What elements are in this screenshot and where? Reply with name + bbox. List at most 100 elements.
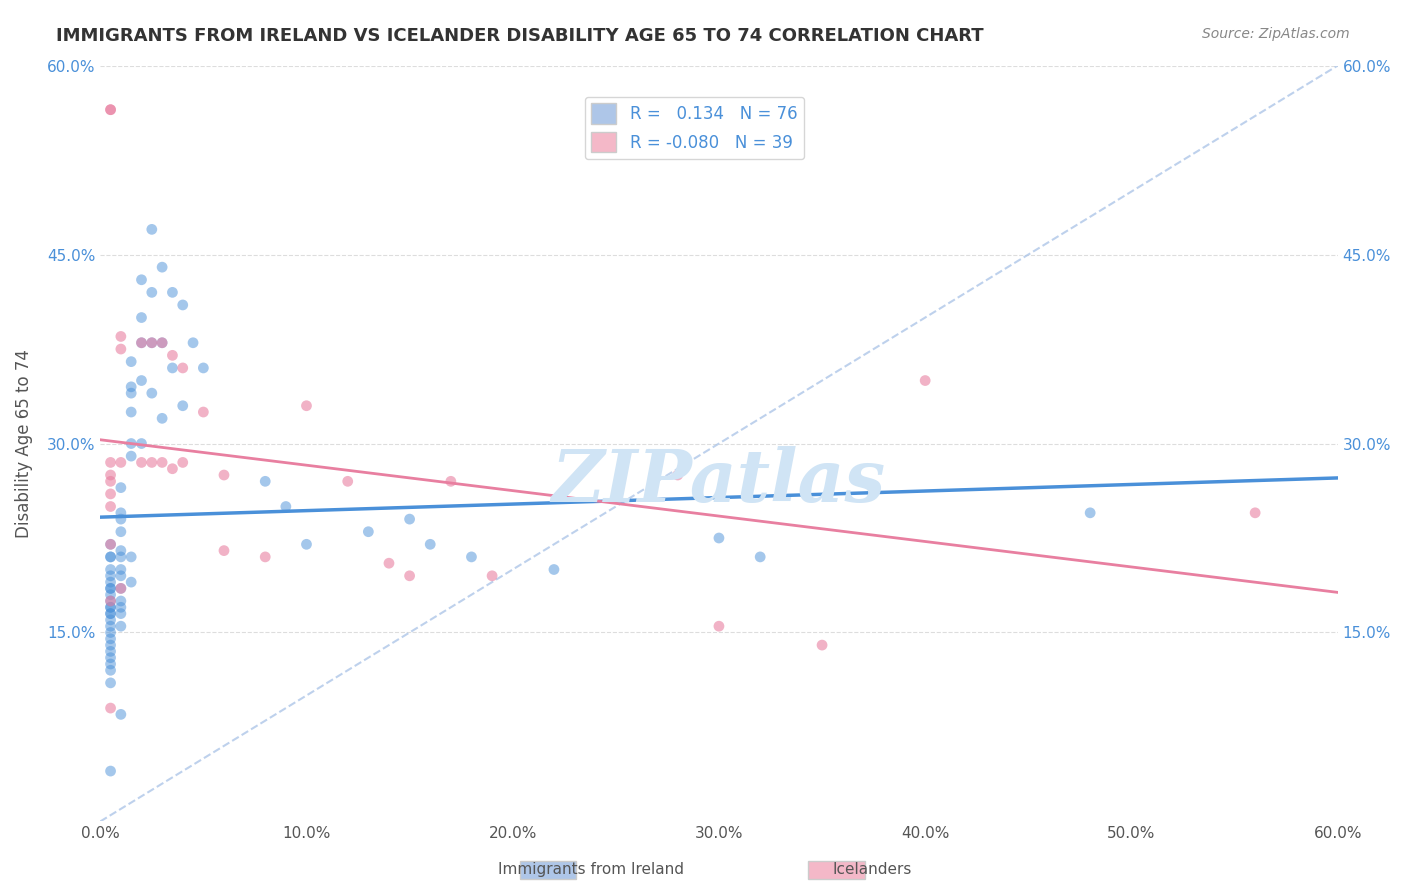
Immigrants from Ireland <box>110 549 132 564</box>
Immigrants from Ireland <box>100 569 122 583</box>
Text: ZIPatlas: ZIPatlas <box>553 446 886 516</box>
Icelanders <box>100 468 122 483</box>
Immigrants from Ireland <box>120 436 142 450</box>
Icelanders <box>440 475 463 489</box>
Immigrants from Ireland <box>110 607 132 621</box>
Icelanders <box>398 569 420 583</box>
Icelanders <box>212 468 235 483</box>
Immigrants from Ireland <box>100 575 122 590</box>
Immigrants from Ireland <box>460 549 482 564</box>
Immigrants from Ireland <box>131 335 153 350</box>
Immigrants from Ireland <box>274 500 297 514</box>
Immigrants from Ireland <box>110 594 132 608</box>
Immigrants from Ireland <box>100 600 122 615</box>
Immigrants from Ireland <box>100 613 122 627</box>
Immigrants from Ireland <box>419 537 441 551</box>
Immigrants from Ireland <box>749 549 772 564</box>
Immigrants from Ireland <box>110 506 132 520</box>
Immigrants from Ireland <box>141 285 163 300</box>
Immigrants from Ireland <box>181 335 204 350</box>
Immigrants from Ireland <box>150 411 173 425</box>
Immigrants from Ireland <box>131 436 153 450</box>
Icelanders <box>131 455 153 469</box>
Icelanders <box>172 455 194 469</box>
Icelanders <box>914 374 936 388</box>
Icelanders <box>212 543 235 558</box>
Immigrants from Ireland <box>172 298 194 312</box>
Immigrants from Ireland <box>100 657 122 671</box>
Icelanders <box>100 500 122 514</box>
Text: Immigrants from Ireland: Immigrants from Ireland <box>498 863 683 877</box>
Immigrants from Ireland <box>131 310 153 325</box>
Icelanders <box>100 537 122 551</box>
Icelanders <box>172 360 194 375</box>
Icelanders <box>100 487 122 501</box>
Immigrants from Ireland <box>100 607 122 621</box>
Icelanders <box>100 701 122 715</box>
Icelanders <box>162 348 184 362</box>
Icelanders <box>141 335 163 350</box>
Legend: R =   0.134   N = 76, R = -0.080   N = 39: R = 0.134 N = 76, R = -0.080 N = 39 <box>585 96 804 159</box>
Text: Icelanders: Icelanders <box>832 863 911 877</box>
Immigrants from Ireland <box>100 676 122 690</box>
Immigrants from Ireland <box>141 335 163 350</box>
Icelanders <box>100 475 122 489</box>
Icelanders <box>193 405 215 419</box>
Icelanders <box>110 582 132 596</box>
Immigrants from Ireland <box>110 569 132 583</box>
Immigrants from Ireland <box>162 285 184 300</box>
Immigrants from Ireland <box>100 619 122 633</box>
Icelanders <box>707 619 730 633</box>
Icelanders <box>141 455 163 469</box>
Immigrants from Ireland <box>110 707 132 722</box>
Immigrants from Ireland <box>110 600 132 615</box>
Immigrants from Ireland <box>120 354 142 368</box>
Immigrants from Ireland <box>100 663 122 677</box>
Immigrants from Ireland <box>100 562 122 576</box>
Immigrants from Ireland <box>254 475 277 489</box>
Immigrants from Ireland <box>100 650 122 665</box>
Immigrants from Ireland <box>131 374 153 388</box>
Immigrants from Ireland <box>150 335 173 350</box>
Immigrants from Ireland <box>150 260 173 275</box>
Immigrants from Ireland <box>110 619 132 633</box>
Icelanders <box>110 455 132 469</box>
Icelanders <box>150 455 173 469</box>
Icelanders <box>100 103 122 117</box>
Icelanders <box>131 335 153 350</box>
Immigrants from Ireland <box>100 537 122 551</box>
Icelanders <box>100 103 122 117</box>
Icelanders <box>162 461 184 475</box>
Immigrants from Ireland <box>100 594 122 608</box>
Immigrants from Ireland <box>120 549 142 564</box>
Immigrants from Ireland <box>100 588 122 602</box>
Text: Source: ZipAtlas.com: Source: ZipAtlas.com <box>1202 27 1350 41</box>
Immigrants from Ireland <box>543 562 565 576</box>
Immigrants from Ireland <box>1078 506 1101 520</box>
Immigrants from Ireland <box>100 582 122 596</box>
Immigrants from Ireland <box>100 582 122 596</box>
Immigrants from Ireland <box>100 625 122 640</box>
Immigrants from Ireland <box>100 600 122 615</box>
Immigrants from Ireland <box>120 405 142 419</box>
Immigrants from Ireland <box>357 524 380 539</box>
Icelanders <box>1244 506 1267 520</box>
Immigrants from Ireland <box>100 549 122 564</box>
Icelanders <box>378 556 401 570</box>
Immigrants from Ireland <box>110 582 132 596</box>
Immigrants from Ireland <box>120 380 142 394</box>
Immigrants from Ireland <box>110 524 132 539</box>
Immigrants from Ireland <box>110 481 132 495</box>
Immigrants from Ireland <box>120 386 142 401</box>
Icelanders <box>110 342 132 356</box>
Icelanders <box>481 569 503 583</box>
Icelanders <box>811 638 834 652</box>
Immigrants from Ireland <box>707 531 730 545</box>
Immigrants from Ireland <box>295 537 318 551</box>
Immigrants from Ireland <box>100 607 122 621</box>
Immigrants from Ireland <box>141 222 163 236</box>
Immigrants from Ireland <box>110 543 132 558</box>
Text: IMMIGRANTS FROM IRELAND VS ICELANDER DISABILITY AGE 65 TO 74 CORRELATION CHART: IMMIGRANTS FROM IRELAND VS ICELANDER DIS… <box>56 27 984 45</box>
Immigrants from Ireland <box>141 386 163 401</box>
Icelanders <box>336 475 359 489</box>
